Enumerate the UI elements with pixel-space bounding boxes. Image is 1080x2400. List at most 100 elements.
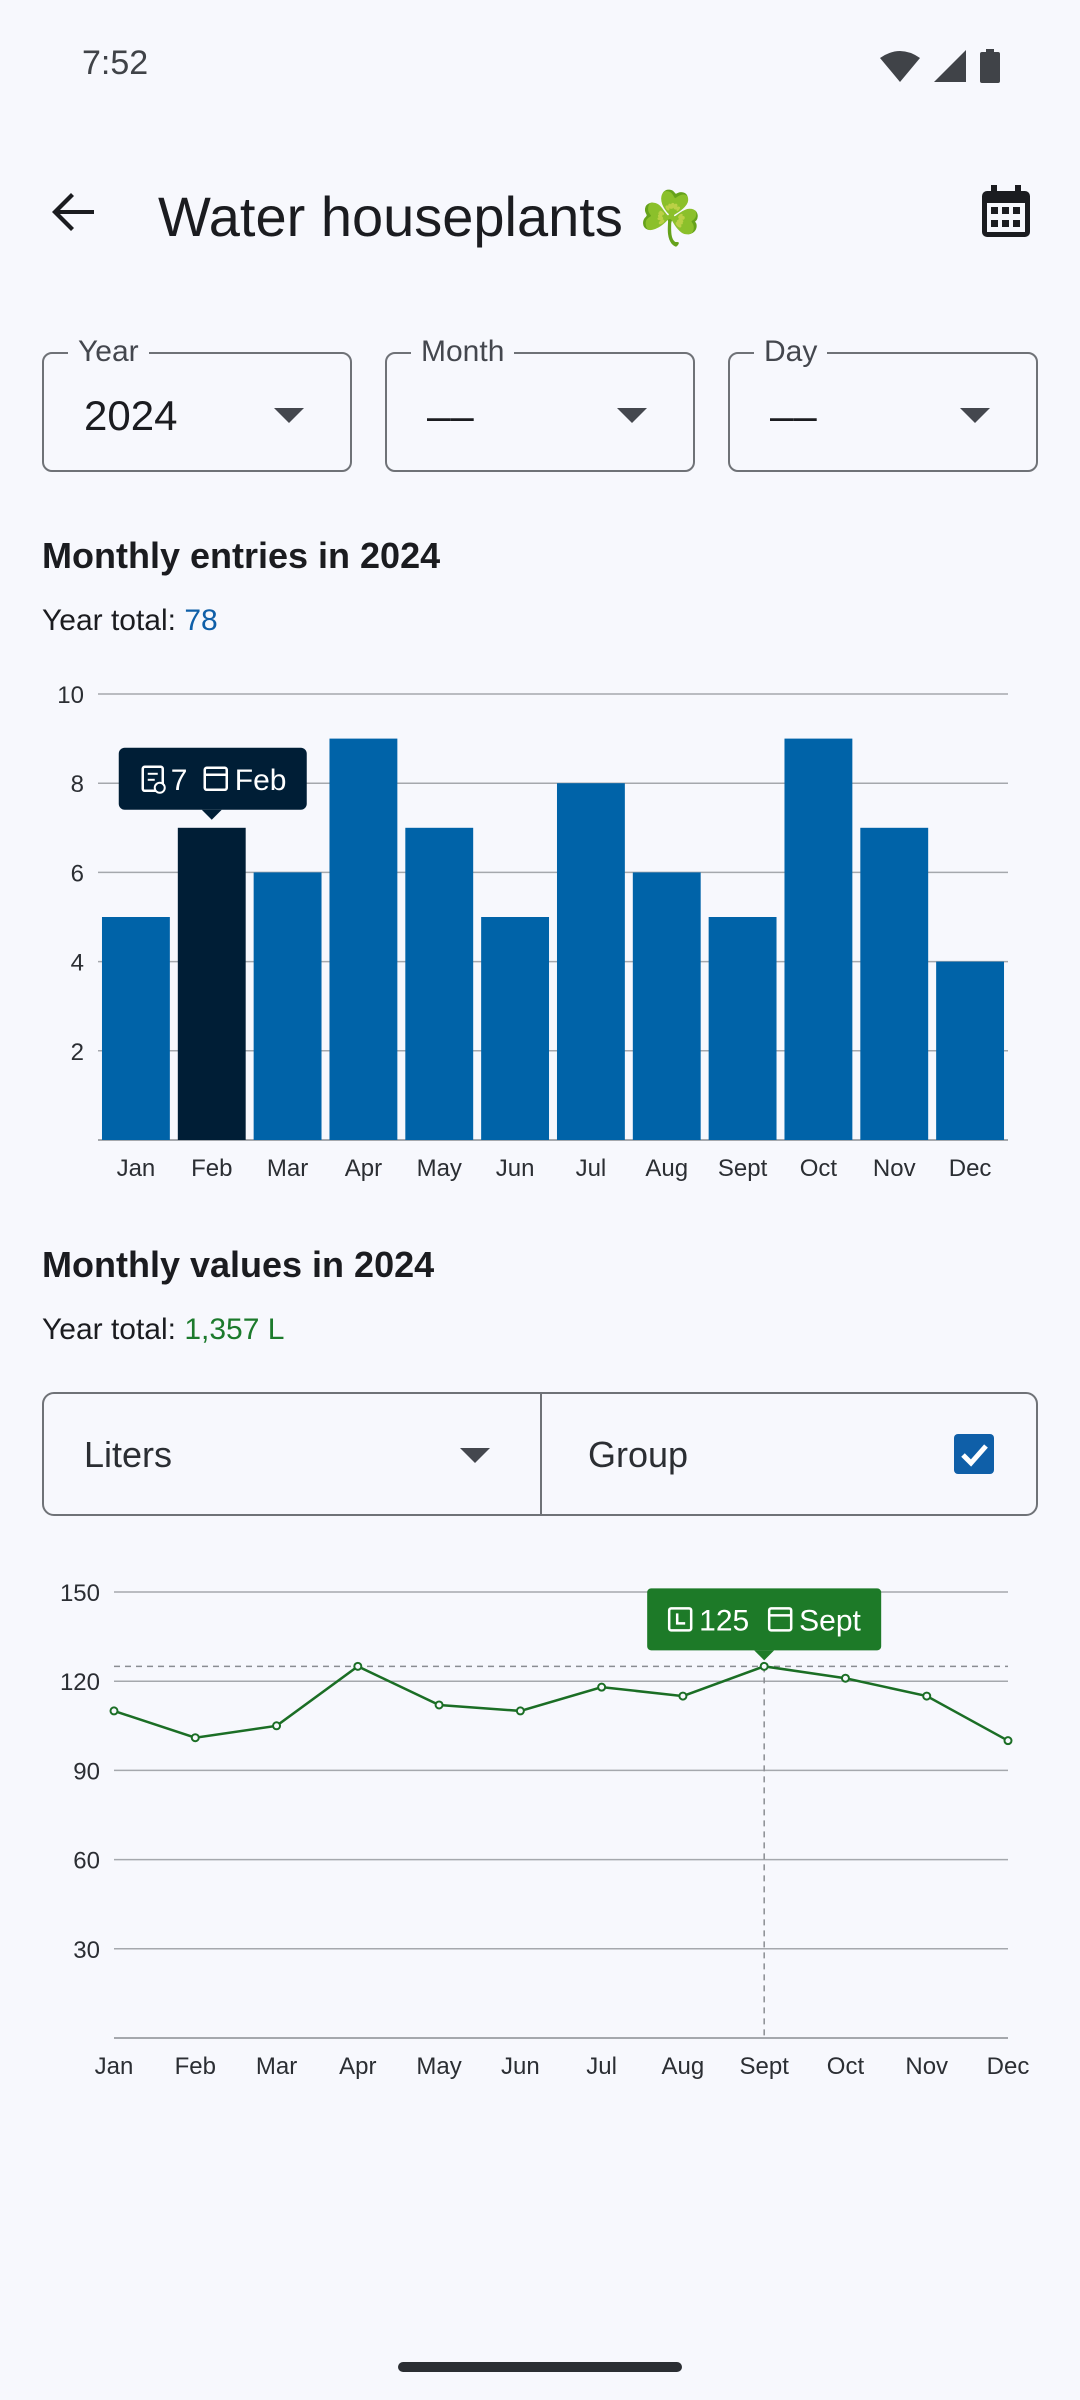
calendar-icon (767, 1607, 793, 1632)
data-point (840, 1673, 850, 1683)
year-label: Year (68, 334, 149, 370)
status-time: 7:52 (82, 44, 149, 82)
x-tick-label: Aug (662, 2053, 705, 2080)
data-point (678, 1691, 688, 1701)
year-dropdown[interactable]: Year 2024 (42, 334, 352, 472)
y-tick-label: 6 (71, 860, 84, 887)
y-tick-label: 120 (60, 1669, 100, 1696)
bar-tooltip: 7 Feb (118, 747, 307, 820)
tooltip-pointer (201, 809, 222, 820)
group-label: Group (588, 1434, 689, 1475)
data-point (190, 1733, 200, 1743)
bar (860, 827, 929, 1140)
tooltip-month: Feb (235, 764, 287, 797)
x-tick-label: Dec (949, 1155, 992, 1182)
bar (481, 917, 550, 1140)
tooltip-count: 7 (171, 764, 188, 797)
x-tick-label: Oct (800, 1155, 838, 1182)
divider (540, 1394, 542, 1514)
group-checkbox[interactable] (954, 1434, 994, 1474)
x-tick-label: Nov (873, 1155, 916, 1182)
x-tick-label: Apr (339, 2053, 376, 2080)
home-indicator[interactable] (398, 2362, 682, 2372)
data-point (1003, 1736, 1013, 1746)
value-icon-mark (675, 1613, 686, 1625)
entries-total-value: 78 (184, 604, 218, 637)
data-point (434, 1700, 444, 1710)
y-tick-label: 8 (71, 771, 84, 798)
entries-total-label: Year total: (42, 604, 185, 637)
x-tick-label: Jul (576, 1155, 607, 1182)
unit-group-box: Liters Group (42, 1392, 1038, 1516)
bar (329, 738, 398, 1140)
day-label: Day (754, 334, 828, 370)
calendar-icon (203, 766, 228, 792)
signal-icon (934, 50, 966, 82)
y-tick-label: 4 (71, 950, 84, 977)
dropdown-arrow-icon (960, 408, 990, 423)
y-tick-label: 2 (71, 1039, 84, 1066)
page-title-text: Water houseplants (158, 185, 623, 248)
month-label: Month (411, 334, 515, 370)
x-tick-label: Aug (645, 1155, 688, 1182)
y-tick-label: 30 (73, 1937, 100, 1964)
bar (253, 872, 322, 1140)
back-button[interactable] (40, 178, 108, 246)
unit-dropdown[interactable]: Liters (44, 1394, 540, 1514)
x-tick-label: Sept (718, 1155, 768, 1182)
data-point (109, 1706, 119, 1716)
tooltip-pointer (754, 1650, 775, 1661)
x-tick-label: Feb (175, 2053, 216, 2080)
x-tick-label: Jun (501, 2053, 540, 2080)
values-total: Year total: 1,357 L (42, 1313, 284, 1347)
y-tick-label: 150 (60, 1580, 100, 1607)
x-tick-label: Mar (267, 1155, 308, 1182)
check-icon (961, 1444, 988, 1467)
bar (556, 783, 625, 1140)
calendar-icon (982, 185, 1030, 237)
entries-title: Monthly entries in 2024 (42, 535, 441, 576)
unit-value: Liters (84, 1434, 173, 1475)
month-dropdown[interactable]: Month –– (385, 334, 695, 472)
x-tick-label: Feb (191, 1155, 232, 1182)
y-tick-label: 90 (73, 1758, 100, 1785)
dropdown-arrow-icon (617, 408, 647, 423)
year-value: 2024 (84, 392, 178, 439)
x-tick-label: Jan (95, 2053, 134, 2080)
data-point (922, 1691, 932, 1701)
bar (784, 738, 853, 1140)
data-point (272, 1721, 282, 1731)
tooltip-value: 125 (699, 1604, 749, 1637)
x-tick-label: May (416, 2053, 461, 2080)
values-line-chart[interactable]: 30 60 90 120 150 Jan Feb Mar Apr May Jun Jul Aug Sept… (0, 1560, 1080, 2100)
value-tooltip: 125 Sept (647, 1588, 882, 1661)
x-tick-label: Jul (586, 2053, 617, 2080)
day-dropdown[interactable]: Day –– (728, 334, 1038, 472)
bar (101, 917, 170, 1140)
x-tick-label: Jan (117, 1155, 156, 1182)
bar (936, 961, 1005, 1140)
clover-emoji: ☘️ (638, 190, 704, 248)
x-tick-label: Dec (987, 2053, 1030, 2080)
x-tick-label: Apr (345, 1155, 382, 1182)
x-tick-label: Sept (739, 2053, 789, 2080)
data-point (515, 1706, 525, 1716)
values-title: Monthly values in 2024 (42, 1244, 435, 1285)
calendar-button[interactable] (974, 180, 1038, 244)
tooltip-box (647, 1588, 882, 1651)
tooltip-month: Sept (799, 1604, 861, 1637)
wifi-icon (880, 51, 920, 82)
entries-bar-chart[interactable]: 2 4 6 8 10 Jan Feb Mar Apr May Jun Jul Aug Sept Oct Nov… (0, 660, 1080, 1200)
values-total-label: Year total: (42, 1313, 185, 1346)
value-icon (667, 1607, 693, 1632)
bar (708, 917, 777, 1140)
data-point (759, 1661, 769, 1671)
x-tick-label: Nov (905, 2053, 948, 2080)
data-point (353, 1661, 363, 1671)
entries-icon-badge (153, 781, 166, 794)
x-tick-label: May (417, 1155, 462, 1182)
page-title: Water houseplants ☘️ (158, 184, 703, 249)
x-tick-label: Jun (496, 1155, 535, 1182)
bar (632, 872, 701, 1140)
bar (405, 827, 474, 1140)
